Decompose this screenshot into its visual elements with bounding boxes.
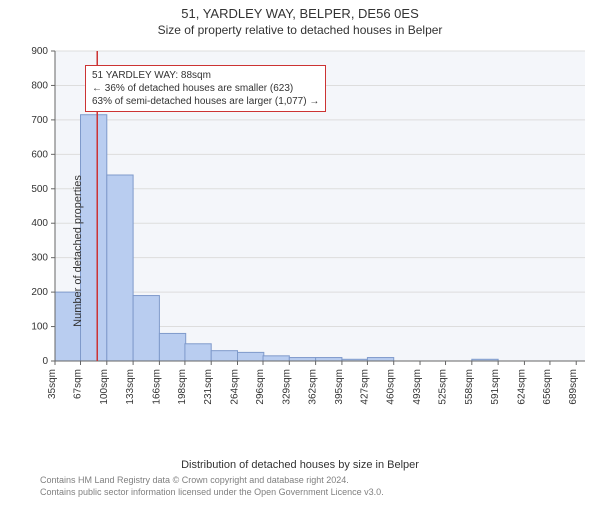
svg-text:900: 900 — [31, 46, 48, 57]
svg-text:500: 500 — [31, 184, 48, 195]
callout-line3: 63% of semi-detached houses are larger (… — [92, 95, 319, 108]
y-axis-label: Number of detached properties — [72, 175, 84, 327]
svg-text:133sqm: 133sqm — [125, 369, 136, 405]
callout-line2: ← 36% of detached houses are smaller (62… — [92, 82, 319, 95]
svg-text:591sqm: 591sqm — [490, 369, 501, 405]
svg-text:329sqm: 329sqm — [281, 369, 292, 405]
svg-text:493sqm: 493sqm — [412, 369, 423, 405]
chart-area: Number of detached properties 0 100 200 300… — [0, 41, 600, 461]
title-sub: Size of property relative to detached ho… — [0, 23, 600, 37]
title-main: 51, YARDLEY WAY, BELPER, DE56 0ES — [0, 6, 600, 21]
svg-text:264sqm: 264sqm — [230, 369, 241, 405]
callout-box: 51 YARDLEY WAY: 88sqm ← 36% of detached … — [85, 65, 326, 112]
svg-text:800: 800 — [31, 80, 48, 91]
svg-text:700: 700 — [31, 115, 48, 126]
svg-text:296sqm: 296sqm — [255, 369, 266, 405]
callout-line1: 51 YARDLEY WAY: 88sqm — [92, 69, 319, 82]
svg-text:100sqm: 100sqm — [99, 369, 110, 405]
footer-line2: Contains public sector information licen… — [40, 487, 600, 499]
svg-text:35sqm: 35sqm — [47, 369, 58, 399]
svg-text:166sqm: 166sqm — [151, 369, 162, 405]
svg-text:600: 600 — [31, 149, 48, 160]
svg-text:400: 400 — [31, 218, 48, 229]
svg-text:427sqm: 427sqm — [359, 369, 370, 405]
svg-text:525sqm: 525sqm — [438, 369, 449, 405]
svg-text:689sqm: 689sqm — [568, 369, 579, 405]
footer-attribution: Contains HM Land Registry data © Crown c… — [0, 475, 600, 498]
svg-text:460sqm: 460sqm — [386, 369, 397, 405]
svg-text:231sqm: 231sqm — [203, 369, 214, 405]
svg-text:624sqm: 624sqm — [516, 369, 527, 405]
svg-text:0: 0 — [42, 356, 48, 367]
svg-text:362sqm: 362sqm — [308, 369, 319, 405]
footer-line1: Contains HM Land Registry data © Crown c… — [40, 475, 600, 487]
svg-text:656sqm: 656sqm — [542, 369, 553, 405]
svg-text:395sqm: 395sqm — [334, 369, 345, 405]
svg-text:198sqm: 198sqm — [177, 369, 188, 405]
svg-text:200: 200 — [31, 287, 48, 298]
svg-text:300: 300 — [31, 253, 48, 264]
svg-text:100: 100 — [31, 322, 48, 333]
svg-text:67sqm: 67sqm — [73, 369, 84, 399]
svg-text:558sqm: 558sqm — [464, 369, 475, 405]
